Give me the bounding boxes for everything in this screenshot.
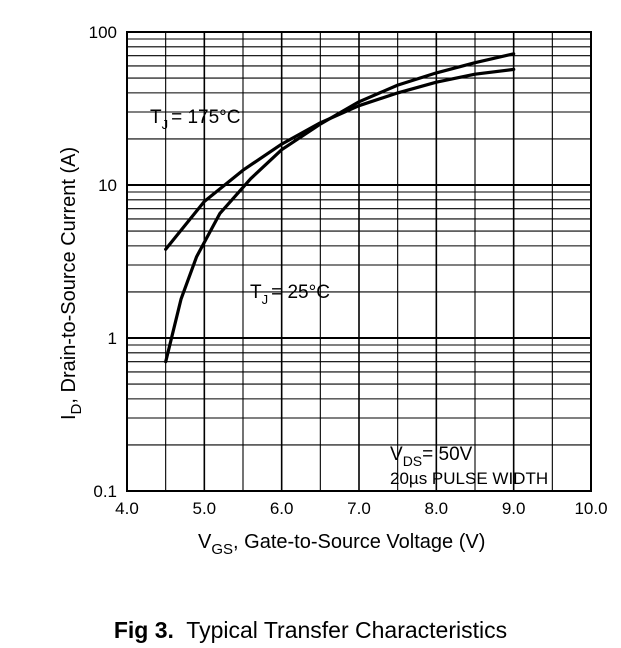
y-tick-label: 0.1	[93, 482, 117, 501]
note-vds: VDS= 50V	[390, 444, 473, 469]
note-vds-text: = 50V	[422, 444, 473, 465]
grid	[127, 32, 591, 491]
series-line-tj-175c	[164, 67, 516, 251]
x-tick-label: 10.0	[574, 499, 607, 518]
y-axis-label: ID, Drain-to-Source Current (A)	[58, 147, 85, 420]
y-tick-label: 10	[98, 176, 117, 195]
series-label-25-symbol: T	[250, 282, 262, 303]
y-tick-label: 100	[89, 23, 117, 42]
plot-frame	[126, 31, 592, 492]
x-axis-label-sub: GS	[211, 541, 233, 558]
y-axis-label-sub: D	[68, 403, 85, 414]
series-line-tj-25c	[164, 52, 516, 364]
figure-caption: Fig 3. Typical Transfer Characteristics	[0, 617, 621, 644]
series-label-25-text: = 25°C	[271, 282, 330, 303]
note-pulse: 20µs PULSE WIDTH	[390, 469, 548, 488]
note-vds-sub: DS	[403, 453, 422, 469]
x-tick-label: 9.0	[502, 499, 526, 518]
series-label-175-symbol: T	[150, 107, 162, 128]
x-tick-label: 5.0	[193, 499, 217, 518]
series-lines	[164, 52, 516, 364]
series-label-25-sub: J	[262, 292, 269, 307]
y-axis-label-text: , Drain-to-Source Current (A)	[58, 147, 80, 404]
series-label-25: TJ = 25°C	[250, 282, 330, 307]
x-tick-labels: 4.0 5.0 6.0 7.0 8.0 9.0 10.0	[115, 499, 607, 518]
figure-caption-number: Fig 3.	[113, 617, 174, 643]
y-axis-label-symbol: I	[58, 414, 80, 420]
figure-caption-text: Typical Transfer Characteristics	[186, 617, 508, 643]
x-axis-label: VGS, Gate-to-Source Voltage (V)	[198, 531, 485, 558]
x-axis-label-symbol: V	[198, 531, 212, 553]
series-label-175: TJ = 175°C	[150, 107, 241, 132]
note-vds-symbol: V	[390, 444, 403, 465]
x-tick-label: 4.0	[115, 499, 139, 518]
x-tick-label: 8.0	[425, 499, 449, 518]
x-tick-label: 7.0	[347, 499, 371, 518]
series-label-175-sub: J	[162, 117, 169, 132]
x-axis-label-text: , Gate-to-Source Voltage (V)	[233, 531, 485, 553]
y-tick-label: 1	[108, 329, 117, 348]
y-tick-labels: 0.1 1 10 100	[89, 23, 117, 501]
series-label-175-text: = 175°C	[171, 107, 240, 128]
x-tick-label: 6.0	[270, 499, 294, 518]
